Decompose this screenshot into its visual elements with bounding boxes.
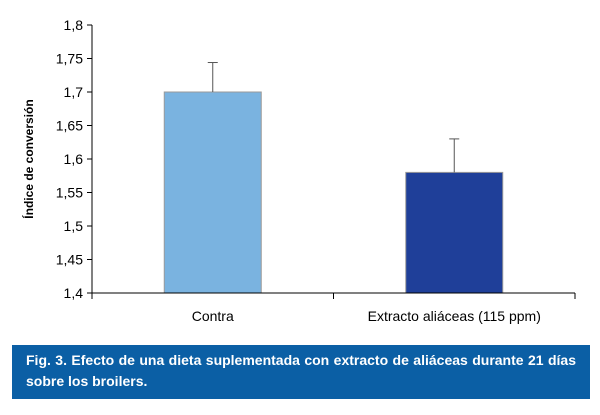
y-tick-label: 1,4 (64, 285, 84, 301)
x-category-label: Extracto aliáceas (115 ppm) (368, 308, 541, 324)
y-axis: 1,4 1,45 1,5 1,55 1,6 1,65 1,7 1,75 1,8 (56, 17, 93, 301)
figure-caption: Fig. 3. Efecto de una dieta suplementada… (12, 345, 590, 399)
x-category-label: Contra (192, 308, 234, 324)
y-tick-label: 1,5 (64, 218, 84, 234)
bar (405, 171, 504, 294)
y-tick-label: 1,75 (56, 51, 83, 67)
bars (163, 62, 504, 294)
y-tick-label: 1,45 (56, 252, 83, 268)
bar-chart: 1,4 1,45 1,5 1,55 1,6 1,65 1,7 1,75 1,8 Contra Ex… (21, 17, 576, 324)
x-axis: Contra Extracto aliáceas (115 ppm) (91, 292, 576, 324)
y-tick-label: 1,65 (56, 118, 83, 134)
chart: 1,4 1,45 1,5 1,55 1,6 1,65 1,7 1,75 1,8 Contra Ex… (21, 17, 576, 324)
y-tick-label: 1,8 (64, 17, 84, 33)
y-axis-title: Índice de conversión (21, 99, 36, 218)
y-tick-label: 1,55 (56, 185, 83, 201)
y-tick-label: 1,6 (64, 151, 84, 167)
y-tick-label: 1,7 (64, 84, 84, 100)
bar (163, 91, 262, 294)
